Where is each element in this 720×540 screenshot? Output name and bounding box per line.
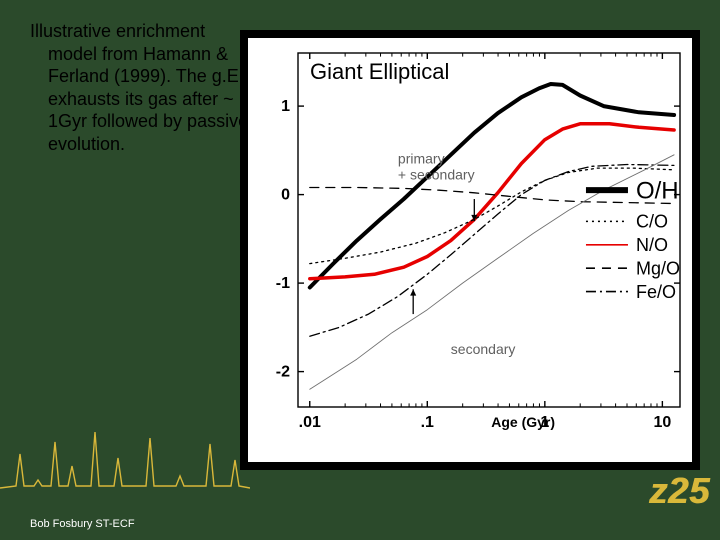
svg-text:Age (Gyr): Age (Gyr) <box>491 414 555 430</box>
svg-text:primary: primary <box>398 151 445 167</box>
svg-text:C/O: C/O <box>636 212 668 232</box>
logo-text: z25 <box>649 470 710 512</box>
spectrum-decoration <box>0 420 250 500</box>
svg-text:.1: .1 <box>421 414 434 431</box>
svg-text:Mg/O: Mg/O <box>636 258 680 278</box>
chart-plot-area: -2-101.01.1110Giant EllipticalAge (Gyr)p… <box>248 38 692 462</box>
svg-text:10: 10 <box>653 414 671 431</box>
svg-text:0: 0 <box>281 187 290 204</box>
svg-text:-1: -1 <box>276 275 290 292</box>
caption-text: Illustrative enrichment model from Haman… <box>30 20 258 155</box>
chart-container: -2-101.01.1110Giant EllipticalAge (Gyr)p… <box>240 30 700 470</box>
svg-text:secondary: secondary <box>451 341 516 357</box>
footer-text: Bob Fosbury ST-ECF <box>30 518 135 530</box>
svg-text:Giant Elliptical: Giant Elliptical <box>310 59 449 84</box>
svg-text:N/O: N/O <box>636 235 668 255</box>
chart-svg: -2-101.01.1110Giant EllipticalAge (Gyr)p… <box>248 38 692 462</box>
svg-text:O/H: O/H <box>636 178 679 205</box>
svg-text:.01: .01 <box>299 414 321 431</box>
svg-text:Fe/O: Fe/O <box>636 282 676 302</box>
svg-text:+ secondary: + secondary <box>398 167 475 183</box>
svg-text:1: 1 <box>281 98 290 115</box>
svg-text:-2: -2 <box>276 364 290 381</box>
